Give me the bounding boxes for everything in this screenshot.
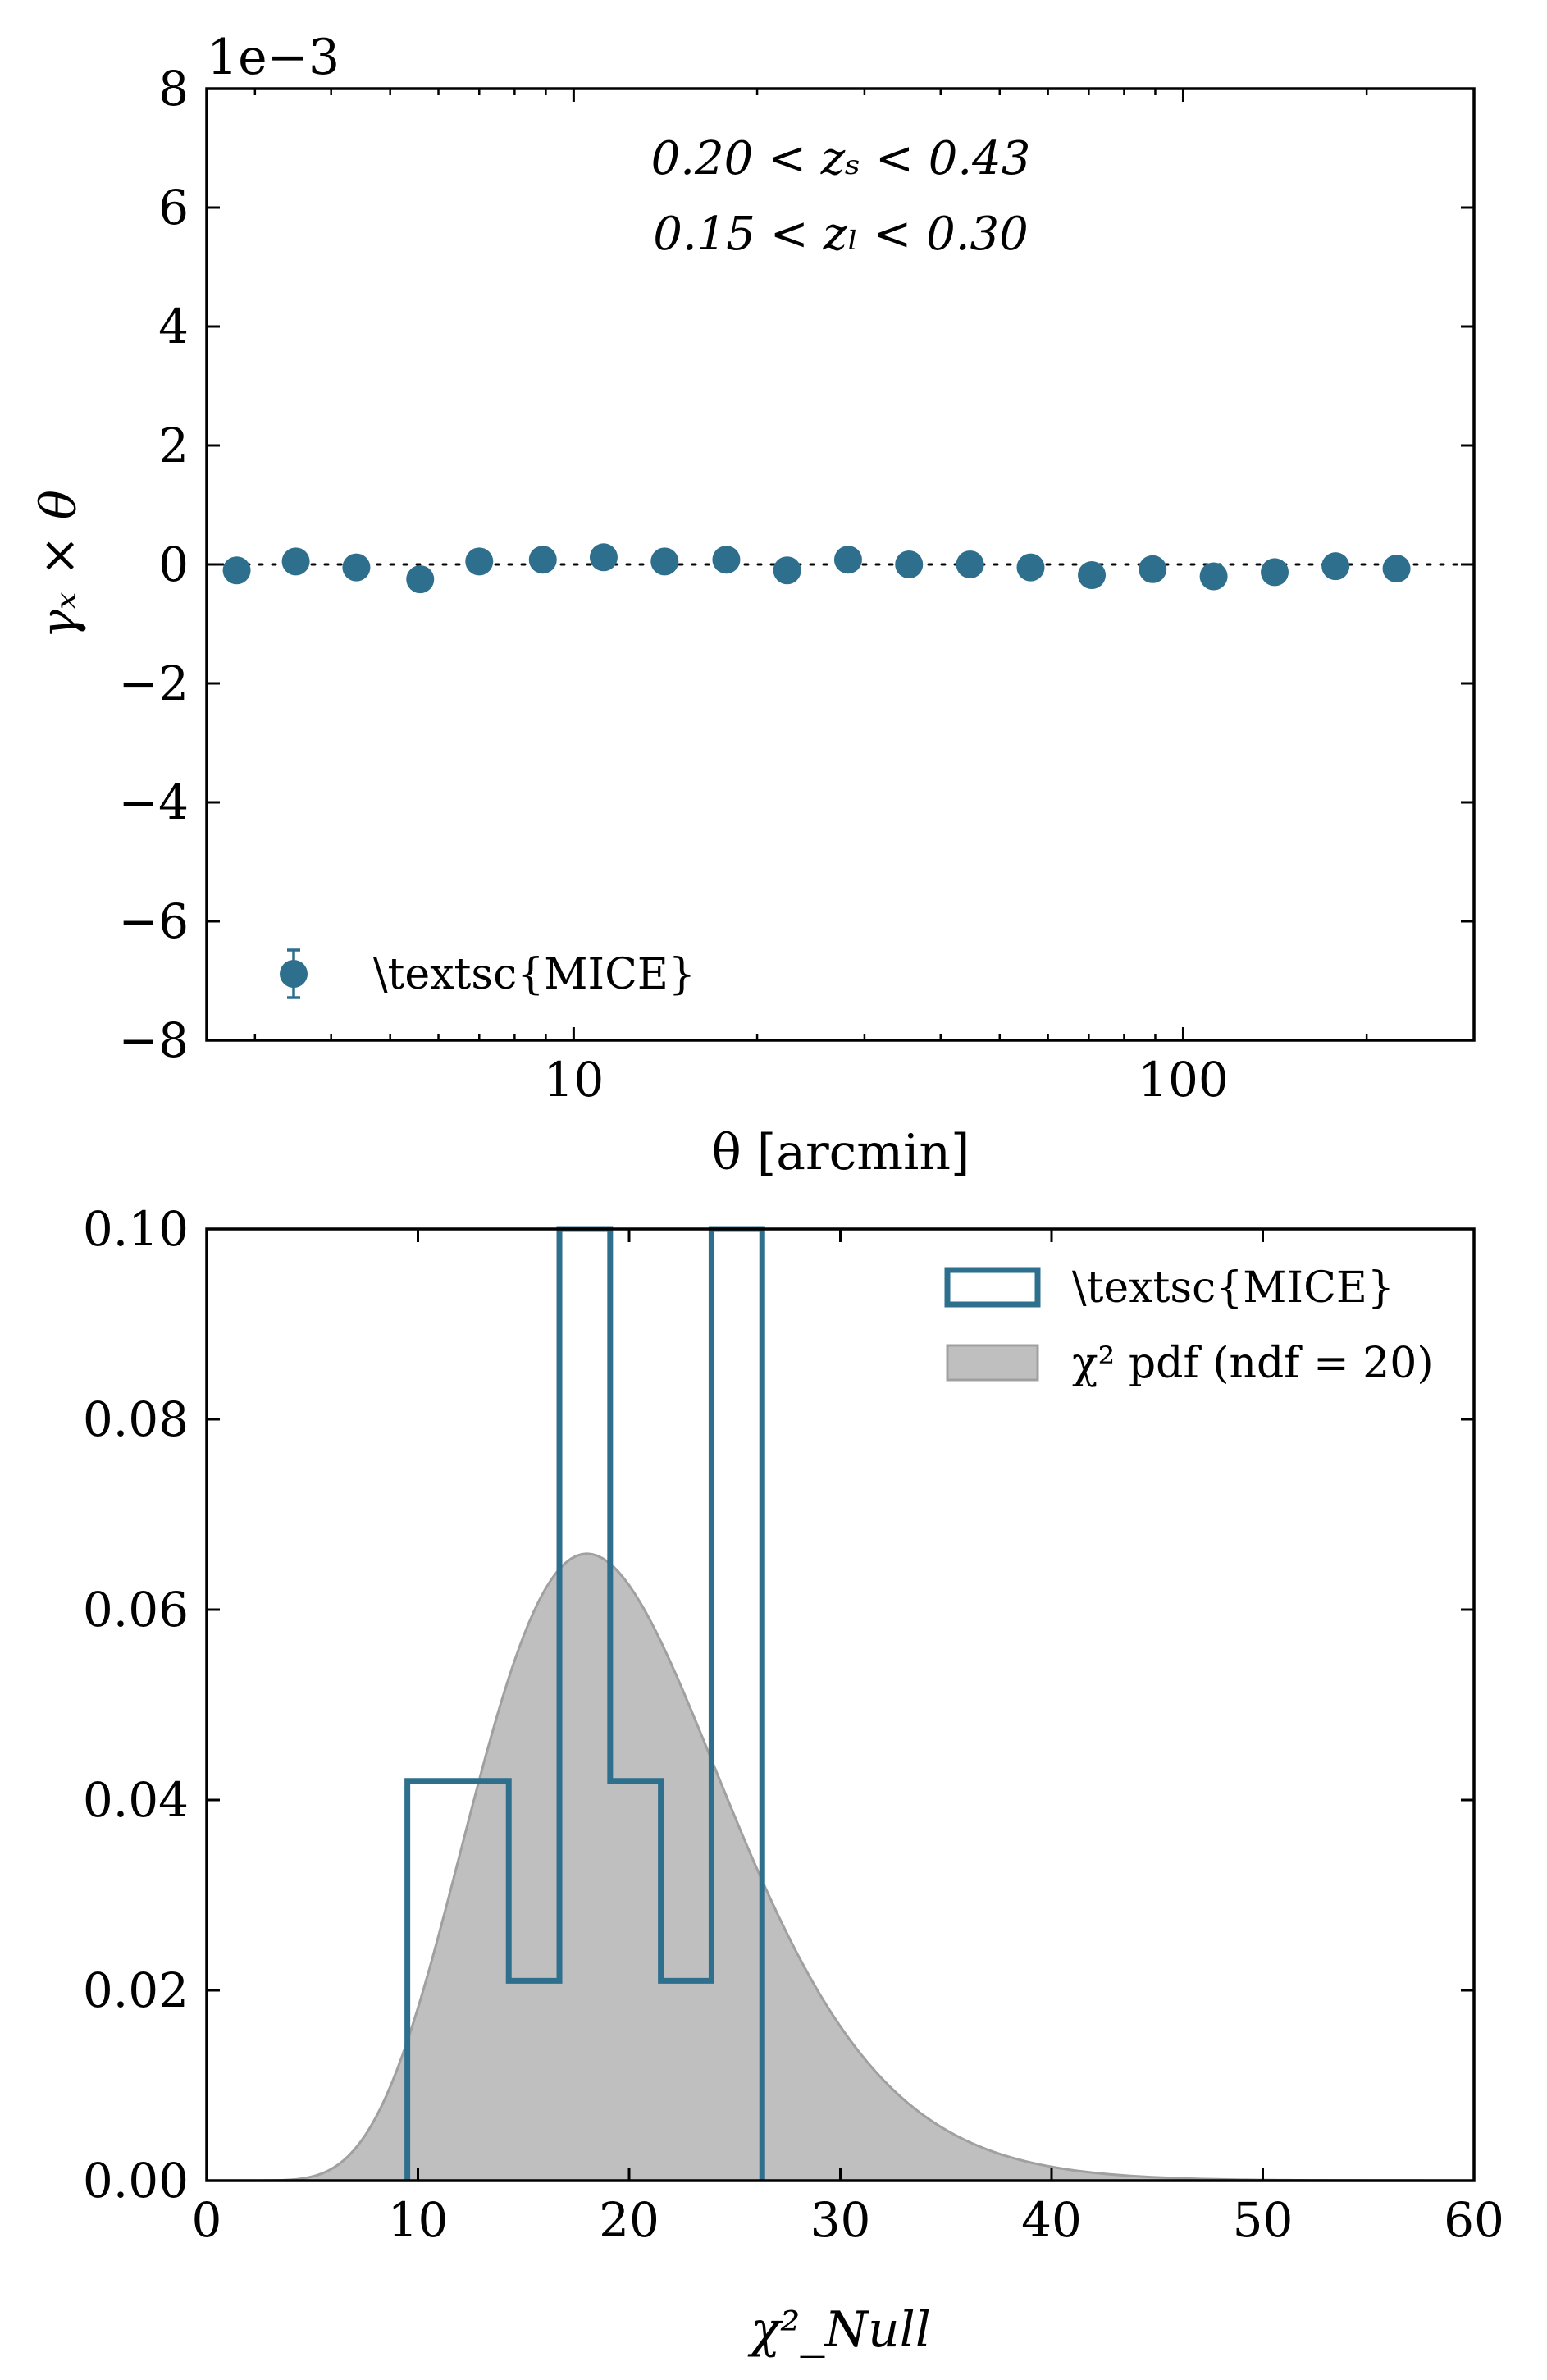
bottom-x-ticks: 0 10 20 30 40 50 60 [192, 1229, 1504, 2248]
annotation-lens-redshift: 0.15 < zₗ < 0.30 [653, 208, 1029, 261]
data-point [528, 546, 557, 574]
top-offset-label: 1e−3 [207, 29, 340, 86]
legend-swatch-chi2 [946, 1344, 1039, 1382]
data-point [406, 565, 435, 594]
top-y-tick-label: 2 [158, 418, 189, 473]
data-point [1321, 552, 1350, 581]
data-point [1382, 555, 1411, 583]
data-point [1199, 562, 1228, 591]
data-point [342, 553, 371, 582]
bottom-x-tick-label: 0 [192, 2192, 222, 2248]
data-point [773, 556, 801, 585]
data-point [895, 550, 924, 578]
data-point [833, 546, 862, 574]
top-legend-label: \textsc{MICE} [373, 950, 696, 999]
bottom-x-tick-label: 40 [1021, 2192, 1082, 2248]
top-y-tick-label: −6 [119, 893, 189, 949]
data-point [589, 543, 618, 572]
data-point [1139, 555, 1167, 583]
top-legend: \textsc{MICE} [280, 948, 696, 999]
top-x-tick-label: 10 [543, 1052, 604, 1108]
top-y-tick-label: −8 [119, 1012, 189, 1068]
data-point [1078, 561, 1107, 590]
data-point [712, 546, 741, 574]
legend-label-chi2: χ² pdf (ndf = 20) [1072, 1339, 1434, 1388]
top-y-tick-label: 0 [158, 537, 189, 592]
data-point [222, 556, 251, 585]
top-panel: 1e−3 8 6 4 2 0 −2 −4 −6 −8 10 100 0.20 < zₛ < 0.4… [30, 29, 1476, 1181]
top-y-ticks: 8 6 4 2 0 −2 −4 −6 −8 [119, 61, 1474, 1068]
mice-histogram [404, 1226, 765, 2181]
top-x-ticks: 10 100 [253, 89, 1476, 1108]
data-point [465, 547, 494, 576]
data-point [281, 547, 310, 576]
bottom-x-tick-label: 60 [1444, 2192, 1504, 2248]
bottom-y-tick-label: 0.04 [83, 1772, 189, 1828]
bottom-x-tick-label: 10 [388, 2192, 449, 2248]
bottom-panel: 0.10 0.08 0.06 0.04 0.02 0.00 0 10 20 30 40 50 60 \… [83, 1201, 1504, 2359]
data-point [1261, 558, 1289, 587]
top-legend-marker [280, 960, 308, 988]
data-point [956, 550, 984, 578]
bottom-y-tick-label: 0.00 [83, 2153, 189, 2209]
bottom-x-tick-label: 30 [810, 2192, 871, 2248]
bottom-x-tick-label: 20 [599, 2192, 659, 2248]
top-y-tick-label: 6 [158, 180, 189, 235]
data-point [1016, 553, 1045, 582]
top-data-points [222, 543, 1411, 594]
bottom-y-tick-label: 0.06 [83, 1582, 189, 1638]
top-x-tick-label: 100 [1138, 1052, 1229, 1108]
bottom-y-tick-label: 0.02 [83, 1962, 189, 2018]
bottom-x-axis-label: χ²_Null [747, 2301, 931, 2359]
bottom-y-tick-label: 0.08 [83, 1391, 189, 1447]
bottom-y-tick-label: 0.10 [83, 1201, 189, 1257]
top-y-tick-label: 4 [158, 299, 189, 354]
bottom-x-tick-label: 50 [1233, 2192, 1294, 2248]
bottom-y-ticks: 0.10 0.08 0.06 0.04 0.02 0.00 [83, 1201, 1474, 2209]
top-y-tick-label: −4 [119, 774, 189, 830]
legend-swatch-mice [944, 1267, 1041, 1308]
top-y-axis-label: γₓ × θ [30, 490, 88, 639]
bottom-legend: \textsc{MICE} χ² pdf (ndf = 20) [944, 1263, 1434, 1388]
top-y-tick-label: −2 [119, 656, 189, 711]
top-x-axis-label: θ [arcmin] [712, 1124, 970, 1181]
bottom-x-axis-label-text: χ²_Null [747, 2301, 931, 2359]
annotation-source-redshift: 0.20 < zₛ < 0.43 [651, 132, 1031, 185]
legend-label-mice: \textsc{MICE} [1072, 1263, 1394, 1313]
top-y-tick-label: 8 [158, 61, 189, 116]
data-point [650, 547, 679, 576]
